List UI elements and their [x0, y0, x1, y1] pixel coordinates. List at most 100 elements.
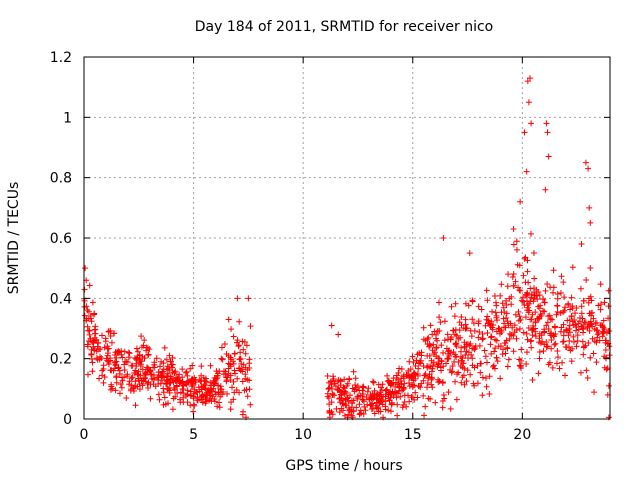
data-point [470, 345, 477, 352]
data-point [420, 377, 427, 384]
data-point [172, 393, 179, 400]
data-point [513, 246, 520, 253]
data-point [441, 337, 448, 344]
data-point [420, 392, 427, 399]
data-point [500, 346, 507, 353]
data-point [544, 319, 551, 326]
data-point [569, 345, 576, 352]
data-point [475, 318, 482, 325]
data-point [341, 385, 348, 392]
data-point [155, 369, 162, 376]
data-point [548, 345, 555, 352]
data-point [234, 375, 241, 382]
data-point [218, 355, 225, 362]
data-point [398, 366, 405, 372]
data-point [520, 329, 527, 336]
data-point [593, 319, 600, 326]
data-point [584, 323, 591, 330]
data-point [119, 354, 126, 361]
data-point [118, 384, 125, 391]
data-point [160, 385, 167, 392]
data-point [377, 408, 384, 415]
data-point [222, 368, 229, 375]
data-point [554, 303, 561, 310]
data-point [113, 374, 120, 381]
data-point [482, 322, 489, 329]
data-point [521, 129, 528, 136]
data-point [350, 397, 357, 404]
data-point [530, 285, 537, 292]
data-point [81, 312, 88, 319]
data-point [409, 353, 416, 360]
data-point [535, 370, 542, 377]
data-point [541, 308, 548, 315]
x-axis-label: GPS time / hours [285, 458, 402, 474]
data-point [437, 319, 444, 326]
data-point [562, 304, 569, 311]
data-point [484, 313, 491, 320]
data-point [133, 345, 140, 352]
data-point [177, 380, 184, 387]
data-point [553, 311, 560, 318]
data-point [529, 377, 536, 384]
data-point [568, 312, 575, 319]
data-point [430, 341, 437, 348]
data-point [452, 378, 459, 385]
data-point [510, 270, 517, 277]
data-point [166, 352, 173, 359]
data-point [191, 374, 198, 381]
data-point [138, 358, 145, 365]
data-point [430, 359, 437, 366]
data-point [368, 395, 375, 402]
data-point [157, 380, 164, 387]
data-point [401, 380, 408, 387]
data-point [383, 391, 390, 398]
data-point [354, 395, 361, 402]
data-point [524, 257, 531, 264]
data-point [445, 389, 452, 396]
data-point [445, 355, 452, 362]
data-point [111, 365, 118, 372]
data-point [169, 406, 176, 413]
data-point [98, 332, 105, 339]
data-point [577, 285, 584, 292]
data-point [515, 284, 522, 291]
data-point [551, 333, 558, 340]
data-point [469, 362, 476, 369]
data-point [524, 336, 531, 343]
data-point [585, 339, 592, 346]
data-point [128, 375, 135, 382]
data-point [410, 370, 417, 377]
data-point [393, 372, 400, 379]
data-point [395, 390, 402, 397]
data-point [559, 338, 566, 345]
data-point [350, 368, 357, 375]
data-point [135, 375, 142, 382]
data-point [356, 410, 363, 417]
data-point [516, 262, 523, 269]
data-point [422, 403, 429, 410]
data-point [108, 339, 115, 346]
data-point [214, 370, 221, 377]
data-point [601, 299, 608, 306]
data-point [401, 399, 408, 406]
data-point [481, 347, 488, 354]
data-point [460, 360, 467, 367]
data-point [153, 355, 160, 362]
data-point [239, 378, 246, 385]
data-point [228, 326, 235, 333]
data-point [127, 387, 134, 394]
data-point [524, 349, 531, 356]
data-point [160, 389, 167, 396]
data-point [345, 411, 352, 418]
data-point [561, 294, 568, 301]
data-point [492, 336, 499, 343]
data-point [516, 325, 523, 332]
data-point [101, 344, 108, 351]
data-point [337, 389, 344, 396]
data-point [136, 352, 143, 359]
data-point [516, 287, 523, 294]
data-point [583, 277, 590, 284]
data-point [147, 371, 154, 378]
data-point [547, 284, 554, 291]
